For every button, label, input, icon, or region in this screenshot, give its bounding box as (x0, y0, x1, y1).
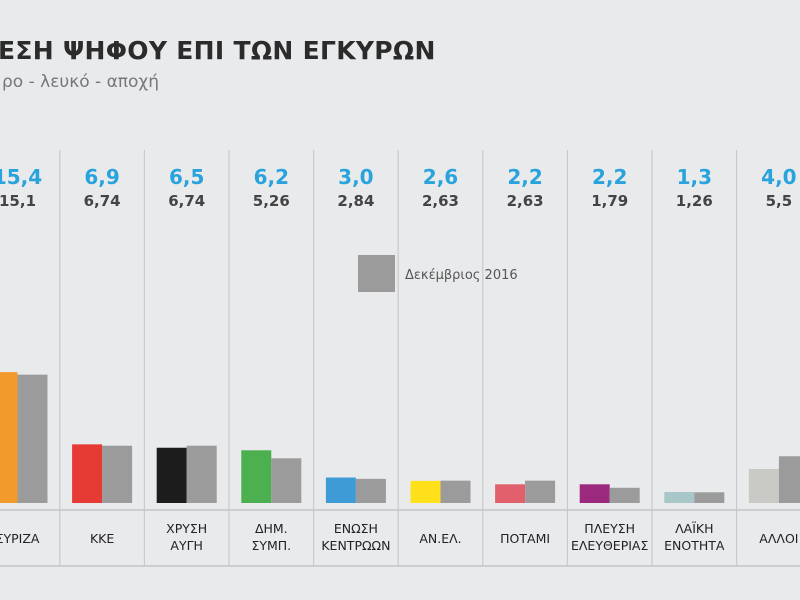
bar-current (156, 447, 187, 503)
bar-dec-2016 (355, 478, 386, 503)
bar-dec-2016 (186, 445, 217, 503)
category-label: ΑΥΓΗ (170, 538, 203, 553)
bar-dec-2016 (609, 487, 640, 503)
bar-current (0, 372, 18, 503)
category-label: ΑΝ.ΕΛ. (419, 531, 461, 546)
bar-current (748, 469, 779, 503)
bar-dec-2016 (440, 480, 471, 503)
value-label-current: 6,2 (254, 165, 289, 189)
category-label: ΚΕΝΤΡΩΩΝ (321, 538, 390, 553)
bar-dec-2016 (271, 458, 302, 503)
value-label-dec-2016: 5,26 (253, 192, 290, 210)
value-label-current: 6,5 (169, 165, 204, 189)
category-label: ΕΝΟΤΗΤΑ (664, 538, 725, 553)
value-label-current: 3,0 (338, 165, 373, 189)
chart-subtitle: ρο - λευκό - αποχή (2, 72, 160, 92)
value-label-dec-2016: 2,63 (422, 192, 459, 210)
bar-current (410, 480, 441, 503)
bar-current (664, 491, 695, 503)
value-label-current: 2,2 (592, 165, 627, 189)
value-label-current: 4,0 (761, 165, 796, 189)
bar-current (241, 450, 272, 503)
bar-dec-2016 (525, 480, 556, 503)
bar-current (495, 484, 526, 503)
bar-current (579, 484, 610, 503)
value-label-current: 6,9 (84, 165, 119, 189)
bar-dec-2016 (694, 492, 725, 503)
value-label-dec-2016: 15,1 (0, 192, 36, 210)
legend-label: Δεκέμβριος 2016 (405, 268, 518, 283)
category-label: ΛΑΪΚΗ (675, 521, 713, 536)
legend-swatch (358, 255, 395, 292)
bar-dec-2016 (102, 445, 133, 503)
category-label: ΠΛΕΥΣΗ (584, 521, 635, 536)
value-label-current: 1,3 (677, 165, 712, 189)
category-label: ΕΝΩΣΗ (334, 521, 378, 536)
category-label: ΑΛΛΟΙ (759, 531, 798, 546)
value-label-current: 15,4 (0, 165, 42, 189)
bar-current (325, 477, 356, 503)
bar-current (72, 444, 103, 503)
value-label-current: 2,2 (507, 165, 542, 189)
category-label: ΚΚΕ (90, 531, 114, 546)
category-label: ΧΡΥΣΗ (166, 521, 207, 536)
category-label: ΣΥΜΠ. (251, 538, 291, 553)
value-label-dec-2016: 1,79 (591, 192, 628, 210)
value-label-dec-2016: 2,84 (337, 192, 374, 210)
category-label: ΔΗΜ. (255, 521, 288, 536)
category-label: ΠΟΤΑΜΙ (500, 531, 550, 546)
bar-dec-2016 (778, 456, 800, 503)
value-label-dec-2016: 2,63 (507, 192, 544, 210)
value-label-dec-2016: 6,74 (84, 192, 121, 210)
value-label-dec-2016: 6,74 (168, 192, 205, 210)
value-label-dec-2016: 1,26 (676, 192, 713, 210)
category-label: ΣΥΡΙΖΑ (0, 531, 40, 546)
category-label: ΕΛΕΥΘΕΡΙΑΣ (571, 538, 648, 553)
value-label-dec-2016: 5,5 (766, 192, 793, 210)
chart-title: ΕΣΗ ΨΗΦΟΥ ΕΠΙ ΤΩΝ ΕΓΚΥΡΩΝ (0, 36, 436, 65)
value-label-current: 2,6 (423, 165, 458, 189)
bar-dec-2016 (17, 374, 48, 503)
